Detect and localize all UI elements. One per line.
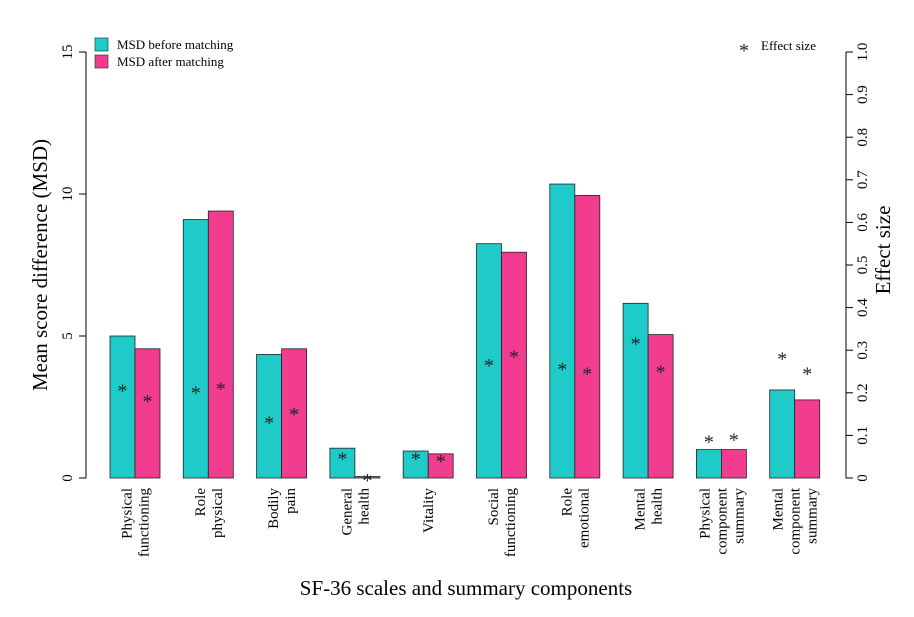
y2-tick-label-9: 0.9 — [855, 85, 871, 104]
effect-marker-before-8: * — [704, 432, 714, 454]
category-label-9-0: Mental — [771, 488, 787, 531]
plot-area: * * * * * * * * * * * * * * * * * * * * — [109, 183, 821, 492]
category-label-4-0: Vitality — [421, 488, 437, 533]
y2-tick-label-0: 0 — [855, 474, 871, 482]
category-label-8-1: component — [714, 487, 730, 554]
category-label-0-0: Physical — [120, 488, 136, 539]
y-tick-label-1: 5 — [60, 332, 76, 340]
bar-before-8 — [696, 449, 722, 479]
bar-after-4 — [427, 453, 454, 479]
effect-marker-before-9: * — [777, 349, 787, 371]
bar-after-9 — [794, 399, 821, 479]
category-label-1-1: physical — [210, 488, 226, 538]
category-label-7-0: Mental — [633, 488, 649, 531]
legend-swatch-before — [94, 37, 109, 52]
category-label-2-0: Bodily — [266, 488, 282, 529]
category-label-3-1: health — [356, 488, 372, 525]
bar-before-3 — [329, 447, 356, 479]
y2-axis-title: Effect size — [871, 206, 895, 295]
effect-marker-before-4: * — [411, 449, 421, 471]
effect-marker-after-8: * — [729, 430, 739, 452]
y2-tick-label-10: 1.0 — [855, 43, 871, 62]
effect-marker-after-6: * — [582, 364, 592, 386]
category-label-8-0: Physical — [697, 488, 713, 539]
effect-marker-after-7: * — [656, 361, 666, 383]
y-tick-label-0: 0 — [60, 474, 76, 482]
bar-before-7 — [622, 302, 649, 479]
bar-after-7 — [647, 334, 674, 479]
y2-tick-label-5: 0.5 — [855, 256, 871, 275]
left-axis-ticks: 0 5 10 15 — [60, 45, 86, 482]
y-tick-label-3: 15 — [60, 45, 76, 60]
y2-tick-label-3: 0.3 — [855, 341, 871, 360]
effect-marker-before-2: * — [264, 412, 274, 434]
category-label-6-0: Role — [559, 488, 575, 517]
y-tick-label-2: 10 — [60, 187, 76, 202]
y-axis-title: Mean score difference (MSD) — [28, 139, 52, 391]
bar-before-2 — [256, 354, 283, 479]
category-label-2-1: pain — [283, 488, 299, 514]
bar-before-1 — [182, 219, 209, 479]
bar-before-4 — [402, 450, 429, 479]
legend-swatch-after — [94, 54, 109, 69]
bar-after-3 — [354, 476, 381, 479]
bar-before-9 — [769, 389, 796, 479]
effect-marker-before-1: * — [191, 383, 201, 405]
category-label-6-1: emotional — [576, 488, 592, 548]
category-label-3-0: General — [339, 488, 355, 535]
legend-label-after: MSD after matching — [117, 54, 224, 69]
y2-tick-label-8: 0.8 — [855, 128, 871, 147]
bar-before-6 — [549, 183, 576, 479]
category-label-7-1: health — [650, 488, 666, 525]
effect-marker-after-0: * — [143, 391, 153, 413]
legend: MSD before matching MSD after matching *… — [94, 37, 816, 69]
bar-after-0 — [134, 348, 161, 479]
y2-tick-label-1: 0.1 — [855, 426, 871, 445]
effect-marker-before-7: * — [631, 334, 641, 356]
effect-marker-before-0: * — [118, 381, 128, 403]
bar-after-2 — [281, 348, 308, 479]
right-axis-ticks: 0 0.1 0.2 0.3 0.4 0.5 0.6 0.7 0.8 0.9 1.0 — [846, 43, 871, 482]
bar-after-8 — [721, 449, 747, 479]
effect-marker-after-9: * — [802, 364, 812, 386]
y2-tick-label-2: 0.2 — [855, 383, 871, 402]
legend-label-before: MSD before matching — [117, 37, 234, 52]
category-label-0-1: functioning — [137, 488, 153, 558]
category-label-9-1: component — [788, 487, 804, 554]
category-label-8-2: summary — [731, 488, 747, 544]
category-label-1-0: Role — [193, 488, 209, 517]
effect-marker-before-3: * — [337, 449, 347, 471]
category-label-5-1: functioning — [503, 488, 519, 558]
effect-marker-after-4: * — [436, 451, 446, 473]
legend-effect-marker: * — [739, 40, 749, 62]
effect-marker-after-5: * — [509, 346, 519, 368]
effect-marker-after-3: * — [362, 470, 372, 492]
category-label-5-0: Social — [486, 488, 502, 526]
effect-marker-before-6: * — [557, 359, 567, 381]
y2-tick-label-4: 0.4 — [855, 298, 871, 317]
x-axis-title: SF-36 scales and summary components — [300, 576, 632, 600]
effect-marker-after-1: * — [216, 378, 226, 400]
y2-tick-label-6: 0.6 — [855, 213, 871, 232]
bar-after-5 — [501, 251, 527, 479]
category-label-9-2: summary — [805, 488, 821, 544]
bar-before-5 — [476, 243, 502, 479]
effect-marker-before-5: * — [484, 355, 494, 377]
legend-label-effect: Effect size — [761, 38, 816, 53]
bar-after-6 — [574, 195, 601, 479]
y2-tick-label-7: 0.7 — [855, 170, 871, 189]
bar-after-1 — [207, 210, 234, 479]
bar-before-0 — [109, 335, 136, 479]
category-labels: Physical functioning Role physical Bodily pai… — [120, 487, 821, 557]
effect-marker-after-2: * — [289, 404, 299, 426]
